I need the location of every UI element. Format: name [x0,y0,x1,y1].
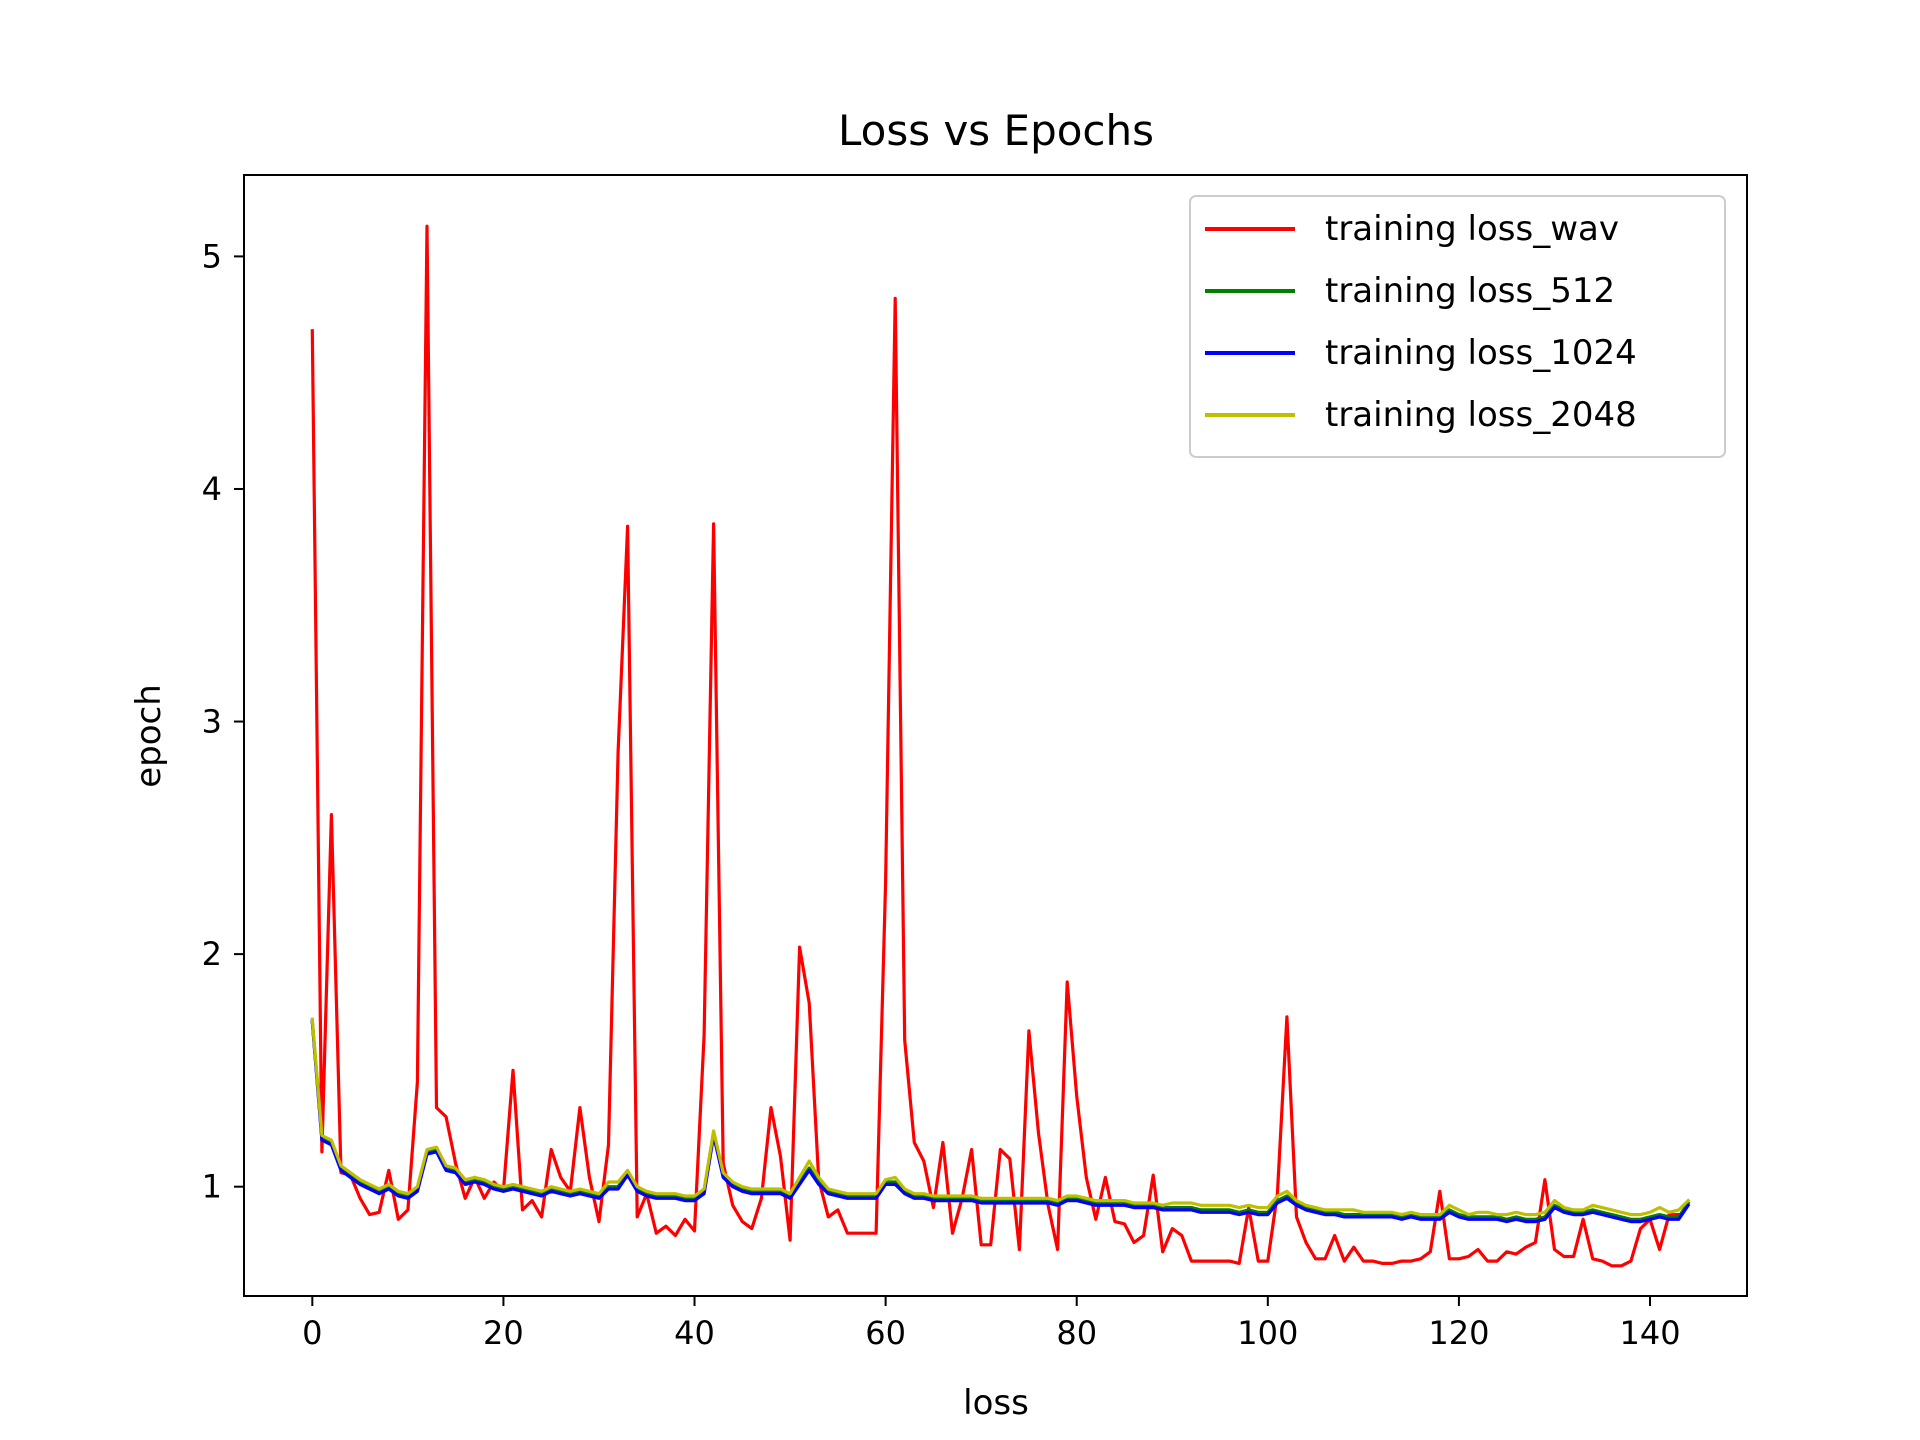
y-tick-label: 1 [202,1168,222,1206]
y-tick-label: 2 [202,935,222,973]
legend: training loss_wav training loss_512traini… [1189,195,1726,458]
plot-area-frame [243,174,1748,1297]
y-tick-label: 5 [202,237,222,275]
x-tick-label: 100 [1237,1314,1298,1352]
x-tick-label: 0 [302,1314,322,1352]
series-line-training-loss-2048 [310,1017,1691,1217]
series-layer [310,224,1691,1268]
x-axis: 0 20 40 60 80 100 120 140 [302,1296,1681,1352]
chart-title: Loss vs Epochs [838,106,1154,155]
x-tick-label: 80 [1056,1314,1097,1352]
legend-label: training loss_1024 [1325,333,1637,373]
legend-box [1189,195,1726,458]
y-tick-label: 4 [202,470,222,508]
series-line-training-loss-512 [310,1019,1691,1221]
y-axis: 1 2 3 4 5 [202,237,244,1206]
legend-items: training loss_wav training loss_512traini… [1205,209,1637,435]
x-tick-label: 40 [674,1314,715,1352]
series-line-training-loss-1024 [310,1019,1691,1224]
legend-label: training loss_2048 [1325,395,1637,435]
x-tick-label: 60 [865,1314,906,1352]
y-tick-label: 3 [202,703,222,741]
x-tick-label: 20 [483,1314,524,1352]
legend-label: training loss_512 [1325,271,1615,311]
y-axis-label: epoch [129,684,169,788]
x-tick-label: 140 [1619,1314,1680,1352]
x-tick-label: 120 [1428,1314,1489,1352]
legend-label: training loss_wav [1325,209,1619,249]
x-axis-label: loss [963,1383,1029,1423]
